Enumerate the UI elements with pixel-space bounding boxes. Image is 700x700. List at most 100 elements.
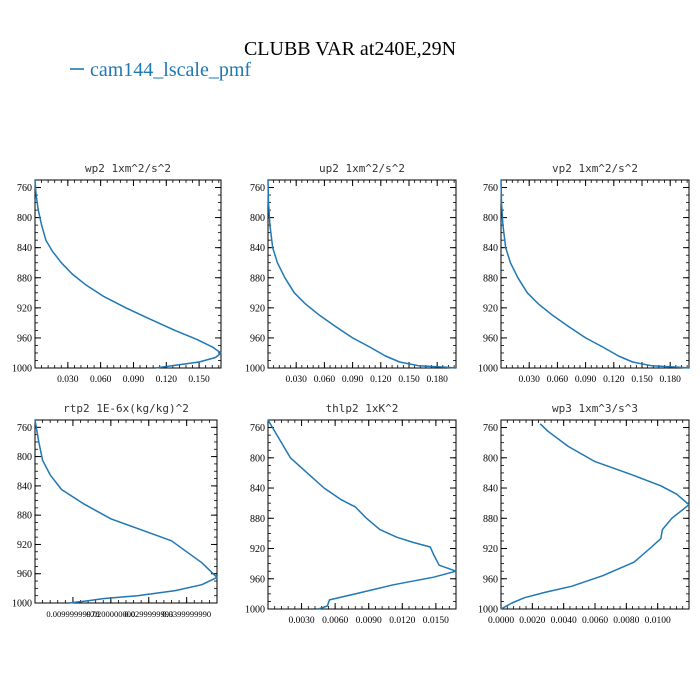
y-tick-label: 1000 bbox=[12, 364, 32, 375]
x-tick-label: 0.060 bbox=[90, 375, 112, 385]
y-tick-label: 960 bbox=[250, 574, 265, 585]
x-tick-label: 0.090 bbox=[342, 375, 364, 385]
y-tick-label: 840 bbox=[483, 484, 498, 495]
x-tick-label: 0.0150 bbox=[423, 616, 449, 626]
x-tick-label: 0.030 bbox=[57, 375, 79, 385]
y-tick-label: 1000 bbox=[478, 605, 498, 616]
y-tick-label: 840 bbox=[17, 481, 32, 492]
x-tick-label: 0.120 bbox=[156, 375, 178, 385]
y-tick-label: 800 bbox=[483, 213, 498, 224]
subplot-5: thlp2 1xK^2 760 800 840 880 920 960 1000 0.0030 0… bbox=[245, 402, 457, 626]
x-tick-label: 0.0030 bbox=[289, 616, 315, 626]
y-tick-label: 760 bbox=[483, 183, 498, 194]
y-tick-label: 880 bbox=[483, 273, 498, 284]
y-tick-label: 920 bbox=[483, 303, 498, 314]
x-tick-label: 0.150 bbox=[631, 375, 653, 385]
y-tick-label: 880 bbox=[250, 273, 265, 284]
y-tick-label: 880 bbox=[17, 273, 32, 284]
subplot-4: rtp2 1E-6x(kg/kg)^2 760 800 840 880 920 960 100… bbox=[12, 402, 218, 619]
y-tick-label: 880 bbox=[483, 514, 498, 525]
x-tick-label: 0.0299999993 bbox=[124, 609, 173, 619]
x-tick-label: 0.0000 bbox=[488, 616, 514, 626]
subplot-title: vp2 1xm^2/s^2 bbox=[552, 162, 638, 175]
x-tick-label: 0.060 bbox=[547, 375, 569, 385]
y-tick-label: 760 bbox=[17, 183, 32, 194]
y-tick-label: 960 bbox=[483, 574, 498, 585]
x-tick-label: 0.090 bbox=[123, 375, 145, 385]
plot-frame bbox=[500, 179, 690, 369]
legend-label: cam144_lscale_pmf bbox=[90, 59, 251, 81]
y-tick-label: 760 bbox=[250, 183, 265, 194]
subplot-title: rtp2 1E-6x(kg/kg)^2 bbox=[63, 402, 189, 415]
y-tick-label: 960 bbox=[250, 333, 265, 344]
y-tick-label: 960 bbox=[17, 333, 32, 344]
y-tick-label: 880 bbox=[250, 514, 265, 525]
y-tick-label: 840 bbox=[17, 243, 32, 254]
x-tick-label: 0.030 bbox=[519, 375, 541, 385]
profile-line bbox=[267, 179, 457, 369]
panel-grid: wp2 1xm^2/s^2 760 800 840 880 920 960 1000 0.030… bbox=[12, 162, 690, 626]
y-tick-label: 920 bbox=[250, 544, 265, 555]
x-tick-label: 0.0399999990 bbox=[162, 609, 211, 619]
y-tick-label: 920 bbox=[17, 303, 32, 314]
plot-frame bbox=[34, 179, 222, 369]
y-tick-label: 960 bbox=[483, 333, 498, 344]
x-tick-label: 0.00999999978 bbox=[46, 609, 99, 619]
plot-frame bbox=[34, 419, 218, 604]
y-tick-label: 920 bbox=[250, 303, 265, 314]
x-tick-label: 0.150 bbox=[188, 375, 210, 385]
x-tick-label: 0.0080 bbox=[613, 616, 639, 626]
x-tick-label: 0.0060 bbox=[582, 616, 608, 626]
x-tick-label: 0.0060 bbox=[322, 616, 348, 626]
figure-legend: cam144_lscale_pmf bbox=[70, 59, 251, 81]
y-tick-label: 1000 bbox=[12, 599, 32, 610]
profile-line bbox=[500, 423, 690, 610]
x-tick-label: 0.120 bbox=[603, 375, 625, 385]
profile-line bbox=[34, 179, 222, 369]
subplot-title: wp3 1xm^3/s^3 bbox=[552, 402, 638, 415]
y-tick-label: 880 bbox=[17, 511, 32, 522]
plot-frame bbox=[267, 179, 457, 369]
subplot-2: up2 1xm^2/s^2 760 800 840 880 920 960 1000 0.030… bbox=[245, 162, 457, 385]
subplot-3: vp2 1xm^2/s^2 760 800 840 880 920 960 1000 0.030… bbox=[478, 162, 690, 385]
x-tick-label: 0.180 bbox=[427, 375, 449, 385]
y-tick-label: 840 bbox=[483, 243, 498, 254]
y-tick-label: 1000 bbox=[245, 364, 265, 375]
profile-line bbox=[34, 419, 218, 604]
y-tick-label: 800 bbox=[250, 213, 265, 224]
y-tick-label: 840 bbox=[250, 243, 265, 254]
profile-line bbox=[500, 179, 690, 369]
y-tick-label: 1000 bbox=[478, 364, 498, 375]
figure-title: CLUBB VAR at240E,29N bbox=[244, 38, 456, 60]
subplot-6: wp3 1xm^3/s^3 760 800 840 880 920 960 10000.000… bbox=[478, 402, 690, 626]
x-tick-label: 0.0040 bbox=[551, 616, 577, 626]
plot-frame bbox=[500, 419, 690, 610]
x-tick-label: 0.150 bbox=[398, 375, 420, 385]
y-tick-label: 1000 bbox=[245, 605, 265, 616]
y-tick-label: 800 bbox=[483, 453, 498, 464]
y-tick-label: 920 bbox=[17, 540, 32, 551]
x-tick-label: 0.0020 bbox=[519, 616, 545, 626]
y-tick-label: 760 bbox=[250, 423, 265, 434]
x-tick-label: 0.0120 bbox=[389, 616, 415, 626]
y-tick-label: 840 bbox=[250, 484, 265, 495]
subplot-title: thlp2 1xK^2 bbox=[326, 402, 399, 415]
x-tick-label: 0.180 bbox=[660, 375, 682, 385]
subplot-title: wp2 1xm^2/s^2 bbox=[85, 162, 171, 175]
x-tick-label: 0.0200000000 bbox=[86, 609, 135, 619]
y-tick-label: 760 bbox=[17, 423, 32, 434]
profile-line bbox=[267, 419, 457, 610]
x-tick-label: 0.090 bbox=[575, 375, 597, 385]
subplot-title: up2 1xm^2/s^2 bbox=[319, 162, 405, 175]
x-tick-label: 0.0100 bbox=[645, 616, 671, 626]
subplot-1: wp2 1xm^2/s^2 760 800 840 880 920 960 1000 0.030… bbox=[12, 162, 222, 385]
x-tick-label: 0.060 bbox=[314, 375, 336, 385]
y-tick-label: 800 bbox=[250, 453, 265, 464]
y-tick-label: 800 bbox=[17, 213, 32, 224]
y-tick-label: 800 bbox=[17, 452, 32, 463]
y-tick-label: 920 bbox=[483, 544, 498, 555]
x-tick-label: 0.030 bbox=[286, 375, 308, 385]
y-tick-label: 960 bbox=[17, 569, 32, 580]
x-tick-label: 0.120 bbox=[370, 375, 392, 385]
